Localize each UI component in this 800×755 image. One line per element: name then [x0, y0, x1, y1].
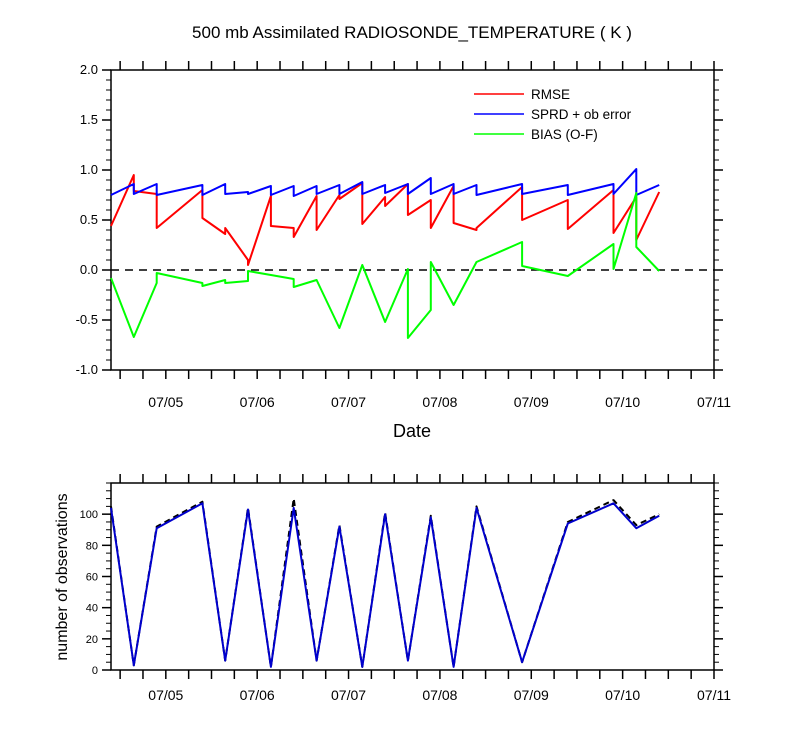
- y-tick-label: 2.0: [80, 62, 98, 77]
- x-tick-label: 07/06: [240, 687, 275, 703]
- y-tick-label: 80: [86, 540, 98, 552]
- x-tick-label: 07/05: [148, 394, 183, 410]
- x-tick-label: 07/07: [331, 687, 366, 703]
- x-tick-label: 07/11: [697, 394, 731, 410]
- x-tick-label: 07/11: [697, 687, 731, 703]
- y-tick-label: 40: [86, 603, 98, 615]
- y-tick-label: 0.5: [80, 212, 98, 227]
- series-line-sprd-ob-error: [110, 168, 660, 197]
- x-tick-label: 07/08: [422, 687, 457, 703]
- series-lines: [110, 168, 661, 339]
- x-tick-label: 07/08: [422, 394, 457, 410]
- y-tick-label: 60: [86, 572, 98, 584]
- x-tick-label: 07/05: [148, 687, 183, 703]
- legend-label-bias: BIAS (O-F): [531, 127, 598, 142]
- y-axis-label: number of observations: [54, 493, 71, 660]
- y-tick-label: 0.0: [80, 262, 98, 277]
- x-tick-label: 07/09: [514, 687, 549, 703]
- legend: RMSE SPRD + ob error BIAS (O-F): [474, 87, 632, 142]
- x-tick-label: 07/09: [514, 394, 549, 410]
- y-tick-label: -1.0: [76, 362, 98, 377]
- chart-title: 500 mb Assimilated RADIOSONDE_TEMPERATUR…: [192, 23, 632, 42]
- x-axis-ticks: 07/05 07/06 07/07 07/08 07/09 07/10 07/11: [119, 61, 731, 410]
- legend-label-sprd: SPRD + ob error: [531, 107, 632, 122]
- y-tick-label: -0.5: [76, 312, 98, 327]
- y-tick-label: 1.0: [80, 162, 98, 177]
- x-tick-label: 07/07: [331, 394, 366, 410]
- y-axis-ticks: -1.0 -0.5 0.0 0.5 1.0 1.5 2.0: [76, 62, 723, 377]
- x-tick-label: 07/10: [605, 394, 640, 410]
- series-lines: [110, 497, 660, 668]
- y-tick-label: 0: [92, 665, 98, 677]
- x-axis-label: Date: [393, 421, 431, 441]
- series-line-bias-o-f: [110, 192, 660, 339]
- series-line-used: [110, 502, 660, 668]
- legend-label-rmse: RMSE: [531, 87, 570, 102]
- series-line-rmse: [110, 174, 661, 266]
- y-axis-ticks: 0 20 40 60 80 100: [80, 482, 723, 677]
- y-tick-label: 100: [80, 509, 98, 521]
- x-tick-label: 07/06: [240, 394, 275, 410]
- y-tick-label: 1.5: [80, 112, 98, 127]
- y-tick-label: 20: [86, 634, 98, 646]
- x-tick-label: 07/10: [605, 687, 640, 703]
- error-stats-panel: 500 mb Assimilated RADIOSONDE_TEMPERATUR…: [76, 23, 732, 441]
- x-axis-ticks: 07/05 07/06 07/07 07/08 07/09 07/10 07/11: [119, 474, 731, 703]
